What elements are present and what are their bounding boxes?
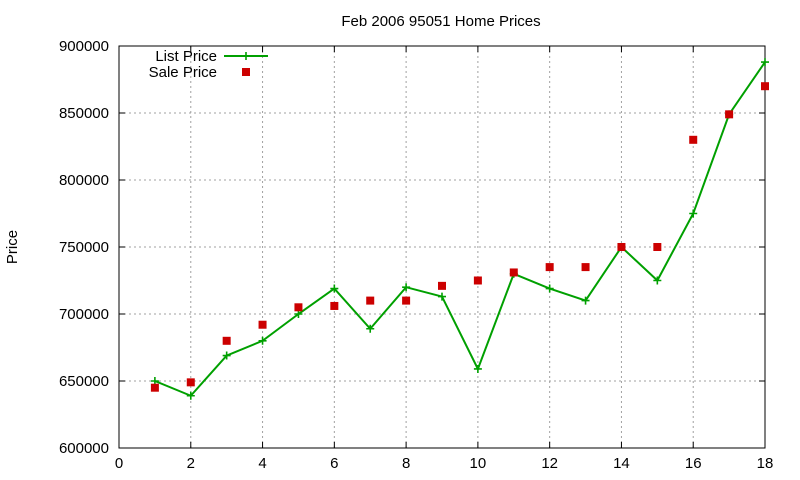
sale-price-point — [509, 268, 518, 277]
list-price-point — [258, 336, 267, 345]
sale-price-point — [761, 82, 769, 91]
list-price-point — [222, 351, 231, 360]
sale-price-point — [150, 383, 159, 392]
legend-label-sale-price: Sale Price — [149, 64, 217, 81]
axes — [118, 45, 766, 449]
y-tick-label: 750000 — [59, 239, 109, 256]
legend-sample-list-price-marker — [242, 52, 250, 60]
list-price-point — [186, 391, 195, 400]
sale-price-point — [617, 243, 626, 251]
sale-price-point — [330, 301, 339, 310]
sale-price-point — [438, 281, 446, 290]
grid-lines — [119, 46, 765, 448]
x-tick-label: 4 — [258, 455, 266, 472]
y-tick-label: 600000 — [59, 440, 109, 457]
chart-title: Feb 2006 95051 Home Prices — [341, 13, 540, 30]
x-tick-label: 0 — [115, 455, 123, 472]
list-price-point — [581, 296, 590, 305]
sale-price-point — [258, 320, 267, 329]
legend-label-list-price: List Price — [155, 48, 217, 65]
sale-price-point — [294, 303, 303, 312]
list-price-point — [761, 58, 769, 67]
list-price-point — [366, 324, 375, 333]
list-price-point — [294, 310, 303, 318]
legend-sample-sale-price-marker — [242, 68, 250, 76]
y-tick-label: 850000 — [59, 105, 109, 122]
x-tick-label: 14 — [613, 455, 630, 472]
y-tick-label: 800000 — [59, 172, 109, 189]
y-tick-label: 900000 — [59, 38, 109, 55]
x-tick-label: 16 — [685, 455, 702, 472]
legend: List Price Sale Price — [149, 48, 268, 81]
x-tick-label: 6 — [330, 455, 338, 472]
x-tick-label: 2 — [187, 455, 195, 472]
series-layer — [150, 58, 769, 400]
y-tick-label: 650000 — [59, 373, 109, 390]
list-price-point — [653, 276, 662, 285]
list-price-point — [438, 292, 446, 301]
tick-labels: 0 2 4 6 8 10 12 14 16 18 600000 650000 700000 750000 8… — [59, 38, 773, 472]
list-price-point — [330, 284, 339, 293]
sale-price-point — [473, 276, 482, 285]
list-price-point — [545, 284, 554, 293]
sale-price-point — [545, 263, 554, 272]
sale-price-point — [581, 263, 590, 272]
y-tick-label: 700000 — [59, 306, 109, 323]
list-price-point — [473, 364, 482, 373]
list-price-line — [154, 61, 766, 397]
x-tick-label: 10 — [470, 455, 487, 472]
sale-price-point — [725, 110, 734, 119]
list-price-point — [402, 283, 411, 292]
x-tick-label: 18 — [757, 455, 774, 472]
sale-price-point — [689, 135, 698, 144]
sale-price-point — [366, 296, 375, 305]
y-axis-label: Price — [4, 230, 21, 264]
sale-price-point — [186, 378, 195, 387]
sale-price-point — [402, 296, 411, 305]
x-tick-label: 8 — [402, 455, 410, 472]
x-tick-label: 12 — [541, 455, 558, 472]
sale-price-point — [653, 243, 662, 251]
list-price-point — [689, 209, 698, 218]
sale-price-point — [222, 336, 231, 345]
list-price-point — [150, 377, 159, 385]
